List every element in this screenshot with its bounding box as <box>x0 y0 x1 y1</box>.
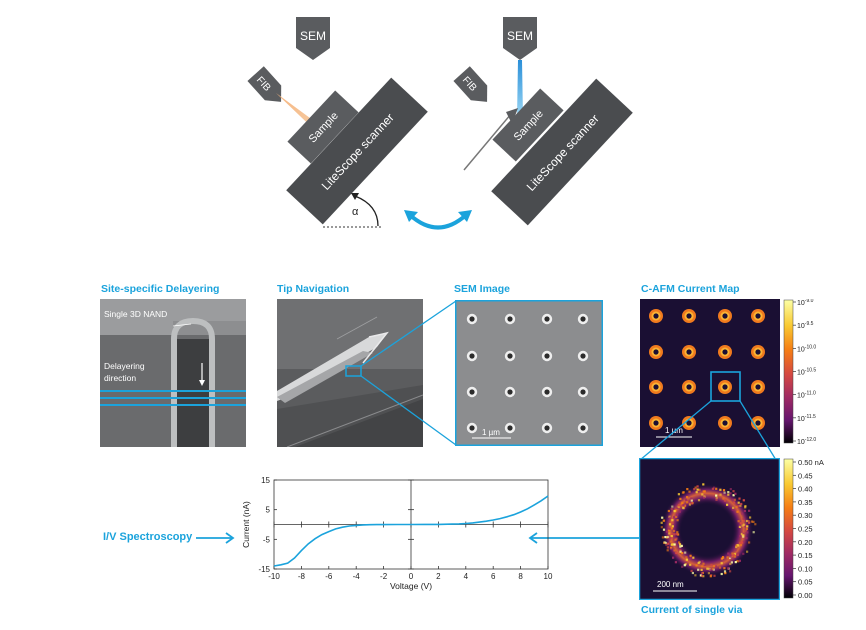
iv-xtick-label: 6 <box>491 572 496 581</box>
scanner-block-right <box>491 78 633 226</box>
iv-xtick-label: 4 <box>464 572 469 581</box>
sem-column-right <box>503 17 537 60</box>
cafm-colorbar: 10-9.0 10-9.5 10-10.0 10-10.5 10-11.0 10-11.5… <box>783 299 816 446</box>
iv-ytick-label: -5 <box>263 535 271 544</box>
cafm-colorbar-tick: 10-11.5 <box>797 414 816 423</box>
single-via-map: 200 nm <box>639 458 780 600</box>
sem-label-right: SEM <box>507 29 533 43</box>
iv-xtick-label: 0 <box>409 572 414 581</box>
iv-xtick-label: 8 <box>518 572 523 581</box>
probe-needle <box>463 113 512 171</box>
via-colorbar-tick: 0.35 <box>798 498 813 507</box>
tip-navigation-title: Tip Navigation <box>277 283 350 295</box>
iv-ytick-label: 5 <box>266 506 271 515</box>
scanner-block-left <box>286 77 428 225</box>
probe-tip <box>506 108 518 124</box>
tip-navigation-image <box>277 299 423 447</box>
sem-scalebar-label: 1 µm <box>482 428 500 437</box>
cafm-colorbar-tick: 10-9.0 <box>797 299 814 307</box>
iv-ytick-label: 15 <box>261 476 270 485</box>
via-ring-speckle <box>660 483 757 578</box>
sample-block-left <box>287 90 359 164</box>
iv-xtick-label: -10 <box>268 572 280 581</box>
sem-via-grid <box>466 313 589 434</box>
sem-image-title: SEM Image <box>454 283 511 295</box>
via-colorbar-tick: 0.05 <box>798 578 813 587</box>
via-colorbar-tick: 0.20 <box>798 538 813 547</box>
via-colorbar-tick: 0.15 <box>798 551 813 560</box>
iv-ytick-label: -15 <box>258 565 270 574</box>
cafm-scalebar-label: 1 µm <box>665 426 683 435</box>
cafm-title: C-AFM Current Map <box>641 283 740 295</box>
angle-label: α <box>352 206 359 218</box>
tip-zoom-box <box>345 365 362 377</box>
iv-xtick-label: 10 <box>544 572 553 581</box>
single-via-title: Current of single via <box>641 604 743 616</box>
via-colorbar-tick: 0.10 <box>798 564 813 573</box>
rotation-arrow-head-left <box>404 210 418 222</box>
iv-curve <box>273 495 549 567</box>
nand-label: Single 3D NAND <box>104 309 168 319</box>
setup-left: SEM FIB LiteScope scanner Sample α <box>247 17 428 228</box>
fib-column-left <box>247 66 282 102</box>
rotation-arrow <box>408 213 468 230</box>
delayering-direction-label-2: direction <box>104 373 137 383</box>
sem-image: 1 µm <box>455 300 603 446</box>
cafm-colorbar-tick: 10-10.0 <box>797 344 816 353</box>
iv-ylabel: Current (nA) <box>241 501 251 548</box>
sem-label-left: SEM <box>300 29 326 43</box>
via-colorbar-tick: 0.40 <box>798 485 813 494</box>
iv-arrow-left <box>196 532 235 544</box>
via-scalebar-label: 200 nm <box>657 580 684 589</box>
sem-column-left <box>296 17 330 60</box>
cafm-colorbar-tick: 10-11.0 <box>797 391 816 400</box>
zoom-lines-sem <box>360 300 457 446</box>
delayering-lines <box>100 390 246 406</box>
iv-xtick-label: -6 <box>325 572 333 581</box>
via-colorbar-tick: 0.25 <box>798 525 813 534</box>
angle-arrow-head <box>351 193 359 200</box>
iv-arrow-right <box>528 532 639 544</box>
delayering-panel <box>100 299 246 447</box>
sem-beam <box>517 60 523 118</box>
delayering-title: Site-specific Delayering <box>101 283 220 295</box>
cafm-via-grid <box>649 309 765 430</box>
iv-chart: -10 -8 -6 -4 -2 0 2 4 6 8 10 15 5 -5 -15 Voltage (V) Cur… <box>241 476 553 591</box>
via-colorbar-tick: 0.30 <box>798 511 813 520</box>
sample-block-right <box>492 88 564 162</box>
iv-xtick-label: -4 <box>353 572 361 581</box>
iv-xtick-label: -8 <box>298 572 306 581</box>
iv-xlabel: Voltage (V) <box>390 581 432 591</box>
delayering-direction-label-1: Delayering <box>104 361 145 371</box>
via-colorbar-tick: 0.50 nA <box>798 458 824 467</box>
fib-column-right <box>453 66 488 102</box>
zoom-lines-via <box>639 400 777 461</box>
via-colorbar-tick: 0.45 <box>798 471 813 480</box>
rotation-arrow-head-right <box>458 210 472 222</box>
single-via-colorbar: 0.50 nA 0.45 0.40 0.35 0.30 0.25 0.20 0.15 0.10 0… <box>783 458 824 600</box>
setup-right: SEM FIB LiteScope scanner Sample <box>453 17 633 226</box>
iv-xtick-label: 2 <box>436 572 441 581</box>
via-colorbar-tick: 0.00 <box>798 591 813 600</box>
cafm-colorbar-tick: 10-10.5 <box>797 368 816 377</box>
cafm-colorbar-tick: 10-9.5 <box>797 321 814 330</box>
cafm-zoom-box <box>710 371 741 402</box>
iv-xtick-label: -2 <box>380 572 388 581</box>
nand-pillar <box>171 317 215 447</box>
setup-schematic: SEM FIB LiteScope scanner Sample α SEM <box>247 17 633 230</box>
iv-label: I/V Spectroscopy <box>103 531 193 543</box>
cafm-colorbar-tick: 10-12.0 <box>797 437 816 446</box>
angle-arc <box>354 195 379 227</box>
cafm-map: 1 µm <box>640 299 780 447</box>
